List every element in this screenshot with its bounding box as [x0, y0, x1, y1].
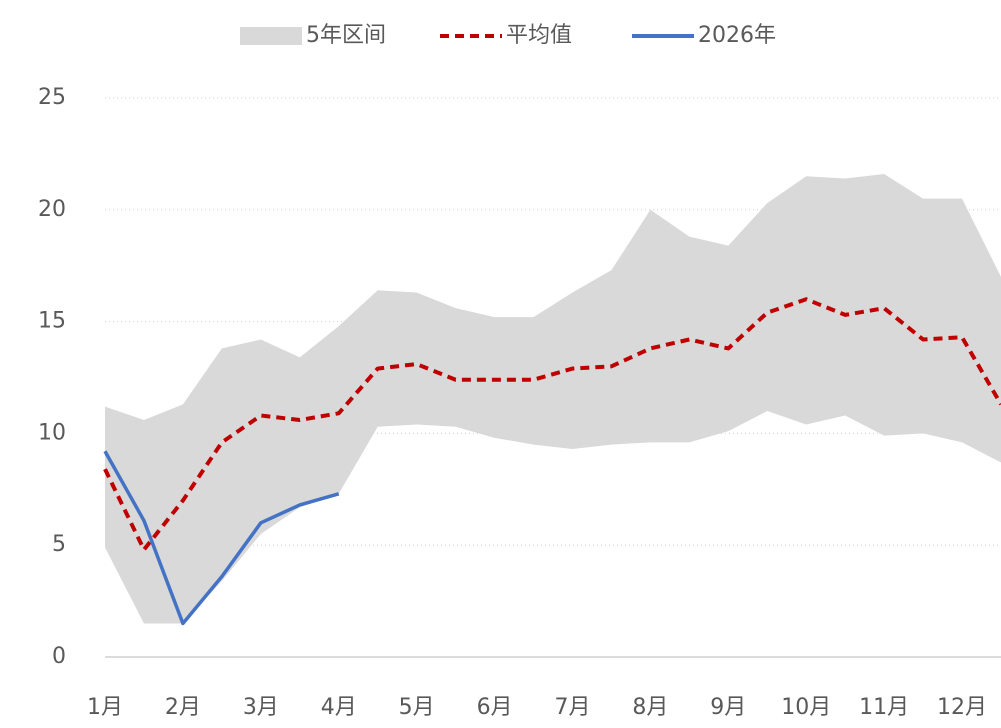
line-dashed — [103, 297, 1001, 552]
x-tick-label: 8月 — [632, 695, 668, 720]
x-tick-label: 6月 — [477, 695, 513, 720]
x-tick-label: 5月 — [399, 695, 435, 720]
legend-label: 2026年 — [698, 23, 776, 48]
x-tick-label: 1月 — [87, 695, 123, 720]
y-tick-label: 15 — [38, 309, 66, 334]
x-tick-label: 11月 — [859, 695, 909, 720]
x-tick-label: 12月 — [937, 695, 987, 720]
y-tick-label: 10 — [38, 420, 66, 445]
legend-swatch — [240, 27, 302, 45]
x-tick-label: 2月 — [165, 695, 201, 720]
line-solid — [103, 450, 340, 626]
x-tick-label: 4月 — [321, 695, 357, 720]
x-tick-label: 9月 — [710, 695, 746, 720]
legend-label: 平均值 — [506, 23, 572, 48]
x-tick-label: 3月 — [243, 695, 279, 720]
y-tick-label: 0 — [52, 644, 66, 669]
x-tick-label: 10月 — [781, 695, 831, 720]
x-tick-label: 7月 — [554, 695, 590, 720]
y-tick-label: 20 — [38, 197, 66, 222]
y-tick-label: 5 — [52, 532, 66, 557]
y-tick-label: 25 — [38, 85, 66, 110]
legend-label: 5年区间 — [306, 23, 386, 48]
range-band — [105, 174, 1001, 624]
